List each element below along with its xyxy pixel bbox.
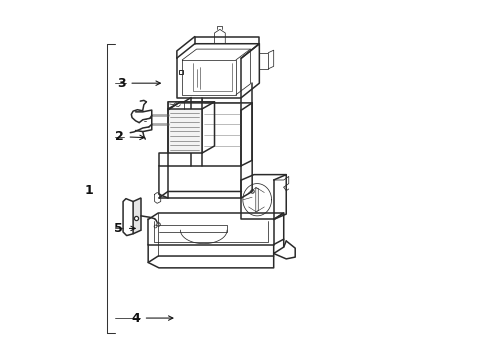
Text: 3: 3 bbox=[117, 77, 125, 90]
Text: 4: 4 bbox=[131, 311, 140, 325]
Text: 1: 1 bbox=[85, 184, 94, 197]
Polygon shape bbox=[168, 109, 202, 153]
Polygon shape bbox=[256, 187, 259, 212]
Polygon shape bbox=[133, 198, 141, 234]
Text: 2: 2 bbox=[115, 130, 124, 144]
Text: 5: 5 bbox=[114, 222, 123, 235]
